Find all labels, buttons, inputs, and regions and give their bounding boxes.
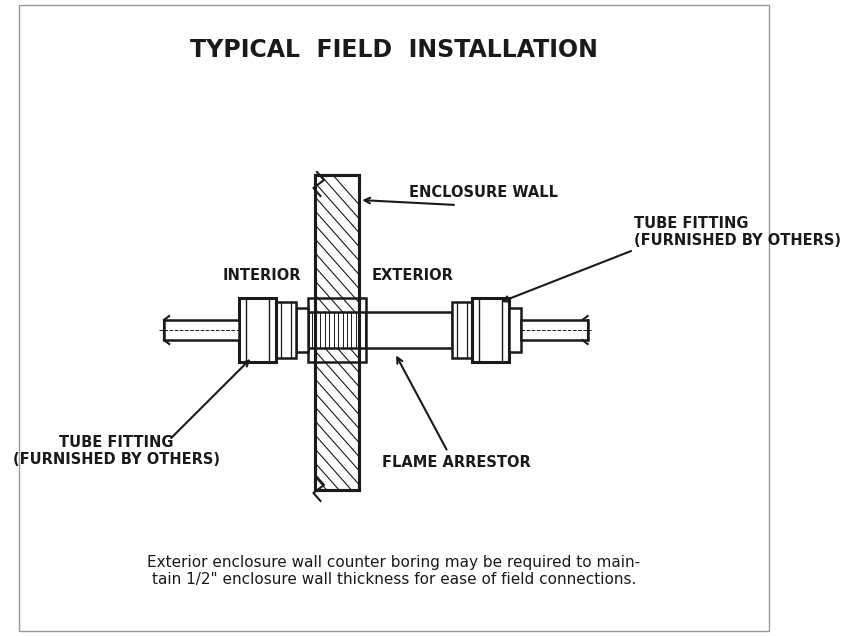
Text: TUBE FITTING
(FURNISHED BY OTHERS): TUBE FITTING (FURNISHED BY OTHERS) [13,435,220,467]
Text: INTERIOR: INTERIOR [223,268,301,282]
Bar [308,312,366,348]
Bar [472,298,509,362]
Text: ENCLOSURE WALL: ENCLOSURE WALL [408,185,558,200]
Bar [366,312,452,348]
Bar [509,308,522,352]
Text: FLAME ARRESTOR: FLAME ARRESTOR [383,455,531,470]
Bar [308,298,366,362]
Text: EXTERIOR: EXTERIOR [372,268,453,282]
Text: TYPICAL  FIELD  INSTALLATION: TYPICAL FIELD INSTALLATION [190,38,598,62]
Bar [452,302,472,358]
Text: TUBE FITTING
(FURNISHED BY OTHERS): TUBE FITTING (FURNISHED BY OTHERS) [634,216,841,248]
Bar [315,175,360,490]
Bar [239,298,276,362]
Bar [164,320,239,340]
Text: Exterior enclosure wall counter boring may be required to main-
tain 1/2" enclos: Exterior enclosure wall counter boring m… [148,555,640,588]
Bar [522,320,588,340]
Bar [276,302,296,358]
Bar [296,308,308,352]
